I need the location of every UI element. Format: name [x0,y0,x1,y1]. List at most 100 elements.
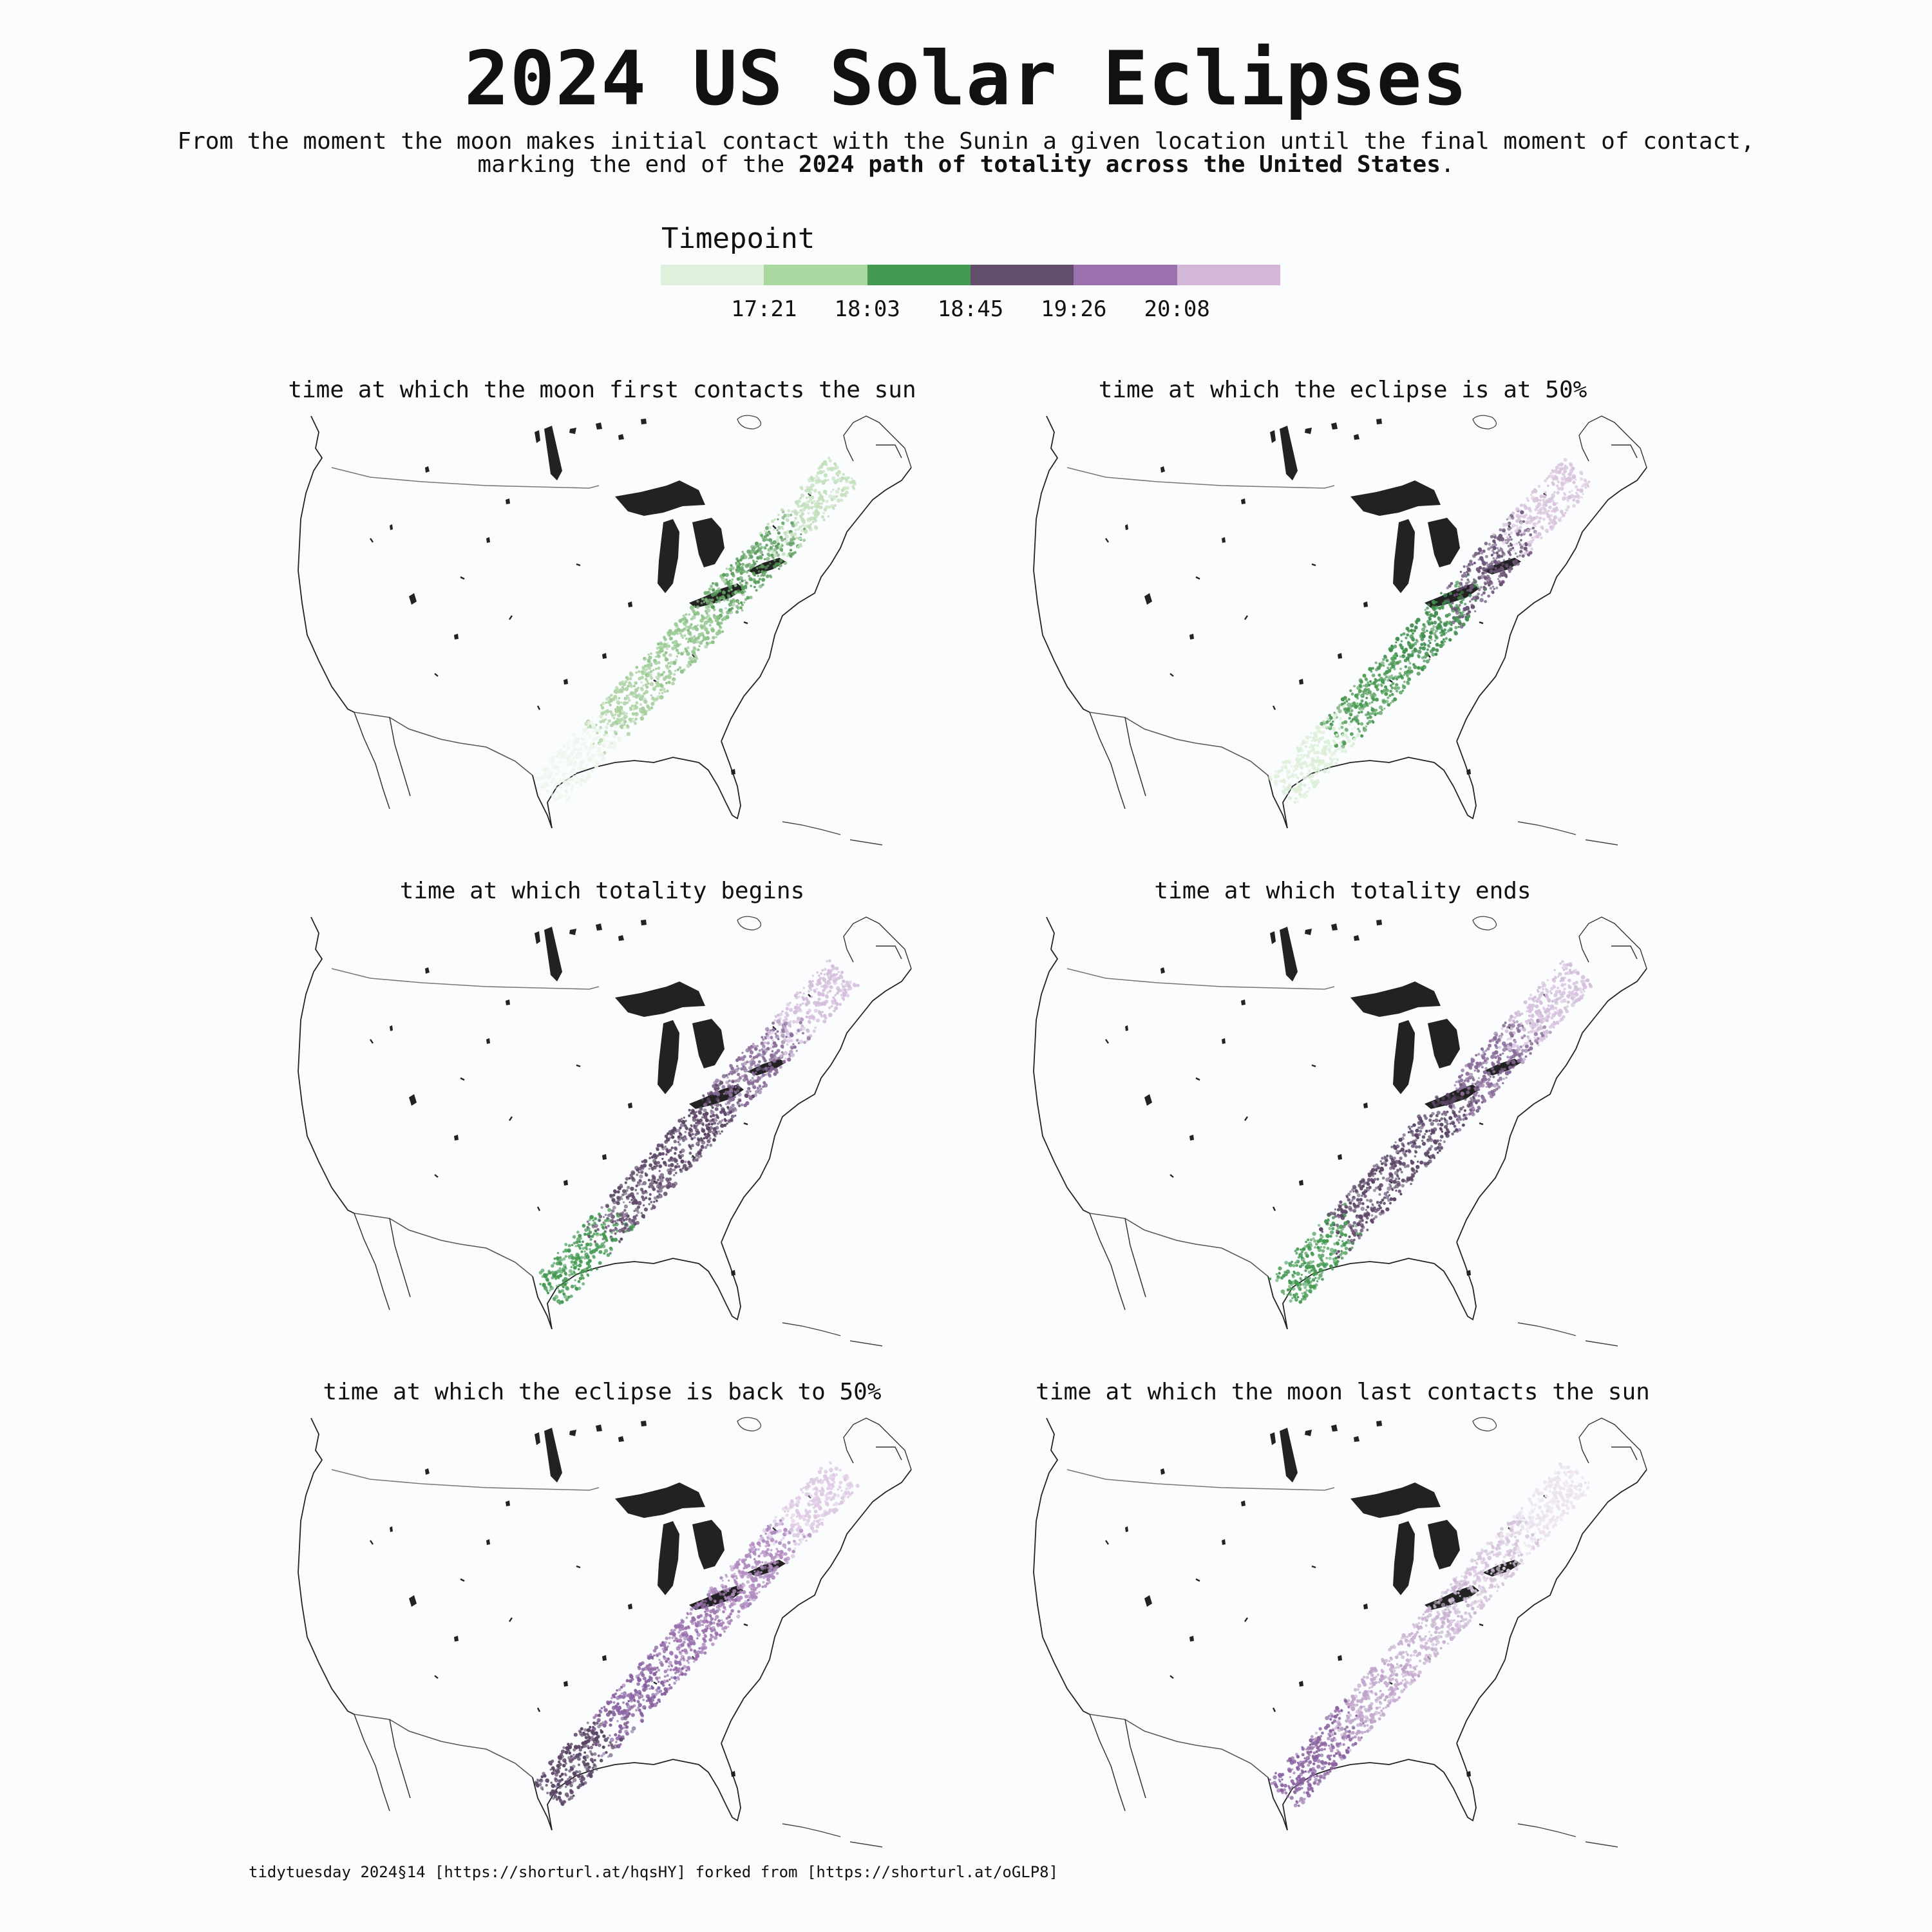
eclipse-location-point [1401,640,1403,643]
eclipse-location-point [1345,1247,1349,1251]
eclipse-location-point [748,575,750,578]
eclipse-location-point [758,1067,761,1070]
eclipse-location-point [627,697,630,700]
eclipse-location-point [611,743,614,746]
eclipse-location-point [1519,515,1522,518]
eclipse-location-point [735,1059,739,1063]
eclipse-location-point [558,1284,560,1287]
eclipse-location-point [726,598,730,601]
eclipse-location-point [1470,1099,1474,1103]
eclipse-location-point [790,555,792,558]
eclipse-location-point [1285,766,1287,769]
eclipse-location-point [1358,689,1362,693]
eclipse-location-point [1360,699,1363,703]
eclipse-location-point [1332,727,1336,732]
eclipse-location-point [1344,1233,1347,1236]
eclipse-location-point [1557,517,1561,521]
eclipse-location-point [645,685,649,688]
eclipse-location-point [715,1107,719,1111]
eclipse-location-point [570,770,573,773]
eclipse-location-point [819,464,824,469]
eclipse-location-point [546,784,549,787]
eclipse-location-point [1499,1054,1502,1056]
eclipse-location-point [573,775,575,777]
eclipse-location-point [601,1244,605,1248]
eclipse-location-point [623,1209,626,1211]
eclipse-location-point [1352,1209,1356,1213]
eclipse-location-point [678,630,681,632]
eclipse-location-point [604,1230,607,1233]
eclipse-location-point [772,545,774,547]
eclipse-location-point [556,768,559,771]
eclipse-location-point [1278,1267,1282,1271]
eclipse-location-point [817,998,820,1001]
eclipse-location-point [1544,504,1548,507]
eclipse-location-point [603,710,607,714]
eclipse-location-point [1401,676,1403,677]
eclipse-location-point [681,1148,685,1153]
page-title: 2024 US Solar Eclipses [0,35,1932,122]
eclipse-location-point [1383,1161,1387,1164]
eclipse-location-point [758,571,761,573]
eclipse-location-point [1432,653,1435,657]
eclipse-location-point [1558,488,1561,491]
eclipse-location-point [666,648,668,650]
eclipse-location-point [1303,761,1307,764]
eclipse-location-point [710,1115,712,1117]
eclipse-location-point [775,1035,777,1037]
eclipse-location-point [726,616,728,618]
eclipse-location-point [643,657,646,659]
eclipse-location-point [669,1149,672,1152]
eclipse-location-point [1291,1297,1293,1299]
eclipse-location-point [1457,626,1459,628]
eclipse-location-point [1435,643,1439,647]
eclipse-location-point [580,1244,583,1246]
eclipse-location-point [1490,571,1493,574]
eclipse-location-point [1433,614,1437,618]
eclipse-location-point [657,643,660,646]
eclipse-location-point [1502,581,1504,583]
eclipse-location-point [1284,1261,1288,1265]
eclipse-location-point [1319,737,1321,740]
eclipse-location-point [573,765,576,768]
eclipse-location-point [589,747,592,750]
eclipse-location-point [701,602,703,605]
eclipse-location-point [652,1188,656,1191]
eclipse-location-point [759,1084,762,1088]
eclipse-location-point [768,554,771,557]
eclipse-location-point [1409,670,1413,674]
eclipse-location-point [623,1219,625,1222]
eclipse-location-point [707,591,709,593]
eclipse-location-point [1381,1198,1385,1202]
eclipse-location-point [1277,770,1281,773]
eclipse-location-point [649,708,651,711]
eclipse-location-point [697,1156,700,1159]
eclipse-location-point [1560,509,1564,513]
eclipse-location-point [589,1242,592,1246]
eclipse-location-point [654,1155,657,1158]
eclipse-location-point [1362,696,1364,697]
eclipse-location-point [1484,542,1488,545]
eclipse-location-point [1502,574,1504,577]
eclipse-location-point [625,1218,628,1221]
eclipse-location-point [769,562,771,564]
legend-swatch-1 [661,265,764,285]
eclipse-location-point [706,1144,709,1146]
eclipse-location-point [1454,630,1457,634]
eclipse-location-point [1455,1087,1458,1090]
eclipse-location-point [1372,711,1376,715]
eclipse-location-point [1301,1293,1303,1294]
eclipse-location-point [700,1137,703,1140]
eclipse-location-point [564,1243,567,1246]
eclipse-location-point [1343,749,1347,753]
eclipse-location-point [707,621,710,623]
eclipse-location-point [589,1250,594,1255]
eclipse-location-point [549,772,553,776]
eclipse-location-point [807,518,811,522]
eclipse-location-point [1435,635,1438,638]
eclipse-location-point [551,1276,554,1280]
eclipse-location-point [1289,797,1292,800]
eclipse-location-point [596,1228,600,1231]
eclipse-location-point [616,688,620,692]
eclipse-location-point [703,624,705,627]
